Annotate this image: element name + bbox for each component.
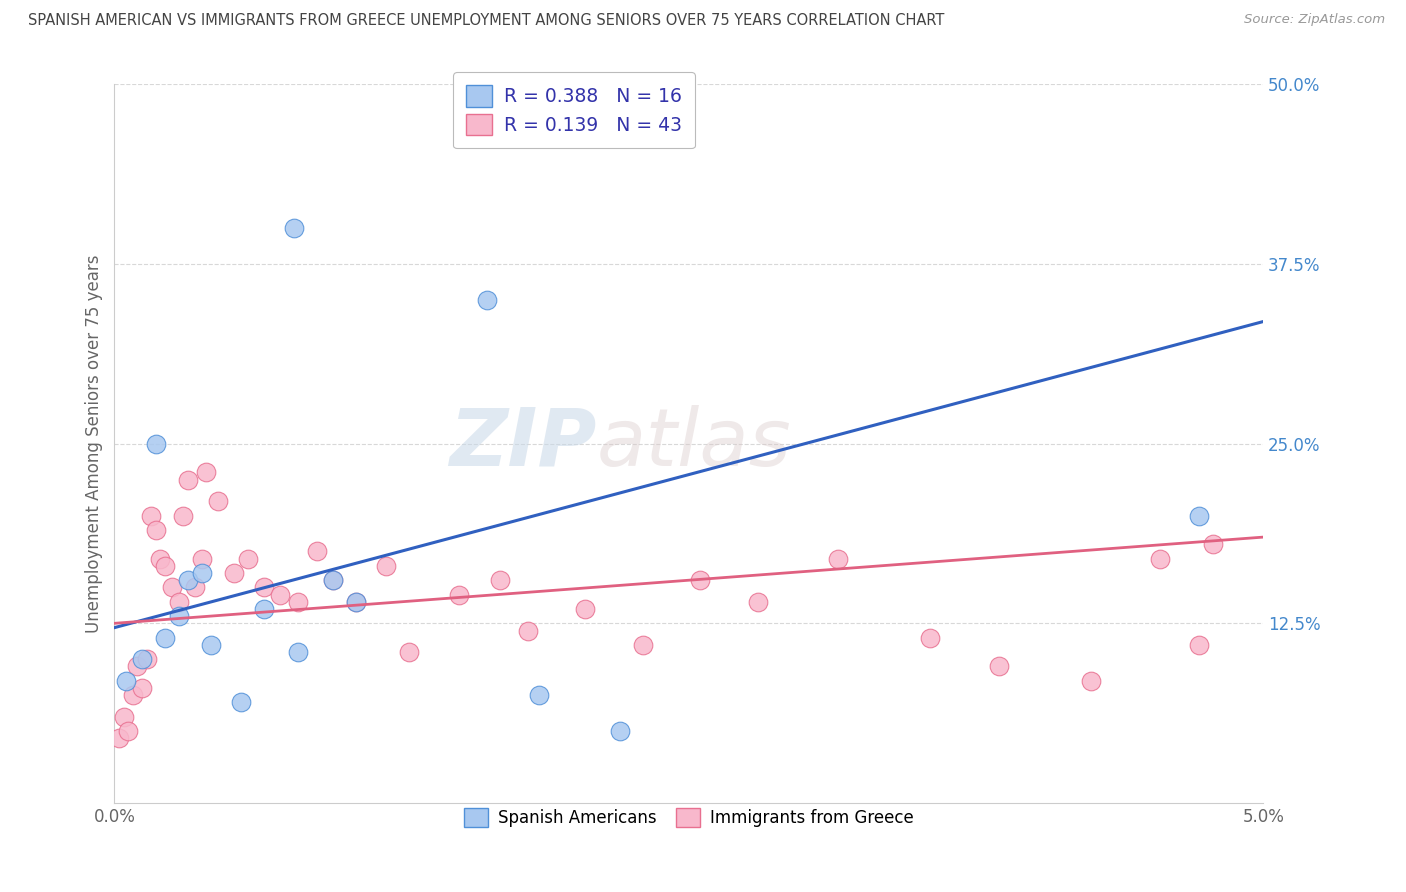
Point — [827, 551, 849, 566]
Point — [121, 688, 143, 702]
Text: atlas: atlas — [598, 405, 792, 483]
Point — [153, 631, 176, 645]
Point — [153, 558, 176, 573]
Point — [283, 221, 305, 235]
Point — [131, 681, 153, 695]
Text: Source: ZipAtlas.com: Source: ZipAtlas.com — [1244, 13, 1385, 27]
Point — [1188, 508, 1211, 523]
Point — [131, 652, 153, 666]
Point — [160, 581, 183, 595]
Point — [253, 581, 276, 595]
Point — [475, 293, 498, 307]
Point — [145, 436, 167, 450]
Point — [631, 638, 654, 652]
Point — [609, 724, 631, 739]
Point — [747, 595, 769, 609]
Point — [1149, 551, 1171, 566]
Point — [117, 724, 139, 739]
Point — [177, 573, 200, 587]
Point — [184, 581, 207, 595]
Point — [172, 508, 194, 523]
Point — [447, 588, 470, 602]
Point — [167, 595, 190, 609]
Point — [149, 551, 172, 566]
Point — [489, 573, 512, 587]
Point — [195, 466, 218, 480]
Point — [145, 523, 167, 537]
Point — [141, 508, 163, 523]
Point — [236, 551, 259, 566]
Point — [115, 673, 138, 688]
Point — [344, 595, 367, 609]
Point — [529, 688, 551, 702]
Y-axis label: Unemployment Among Seniors over 75 years: Unemployment Among Seniors over 75 years — [86, 254, 103, 633]
Point — [305, 544, 328, 558]
Point — [517, 624, 540, 638]
Point — [177, 473, 200, 487]
Point — [167, 609, 190, 624]
Point — [322, 573, 344, 587]
Point — [398, 645, 420, 659]
Point — [322, 573, 344, 587]
Point — [1188, 638, 1211, 652]
Point — [127, 659, 149, 673]
Point — [269, 588, 291, 602]
Point — [287, 595, 309, 609]
Point — [374, 558, 396, 573]
Point — [689, 573, 711, 587]
Point — [287, 645, 309, 659]
Point — [253, 602, 276, 616]
Point — [988, 659, 1011, 673]
Point — [344, 595, 367, 609]
Point — [207, 494, 229, 508]
Point — [574, 602, 596, 616]
Point — [200, 638, 222, 652]
Point — [112, 710, 135, 724]
Point — [1201, 537, 1223, 551]
Point — [190, 566, 212, 580]
Point — [108, 731, 131, 746]
Point — [918, 631, 941, 645]
Point — [222, 566, 245, 580]
Point — [135, 652, 157, 666]
Point — [1080, 673, 1102, 688]
Point — [190, 551, 212, 566]
Text: ZIP: ZIP — [450, 405, 598, 483]
Text: SPANISH AMERICAN VS IMMIGRANTS FROM GREECE UNEMPLOYMENT AMONG SENIORS OVER 75 YE: SPANISH AMERICAN VS IMMIGRANTS FROM GREE… — [28, 13, 945, 29]
Legend: Spanish Americans, Immigrants from Greece: Spanish Americans, Immigrants from Greec… — [457, 802, 920, 834]
Point — [229, 695, 252, 709]
